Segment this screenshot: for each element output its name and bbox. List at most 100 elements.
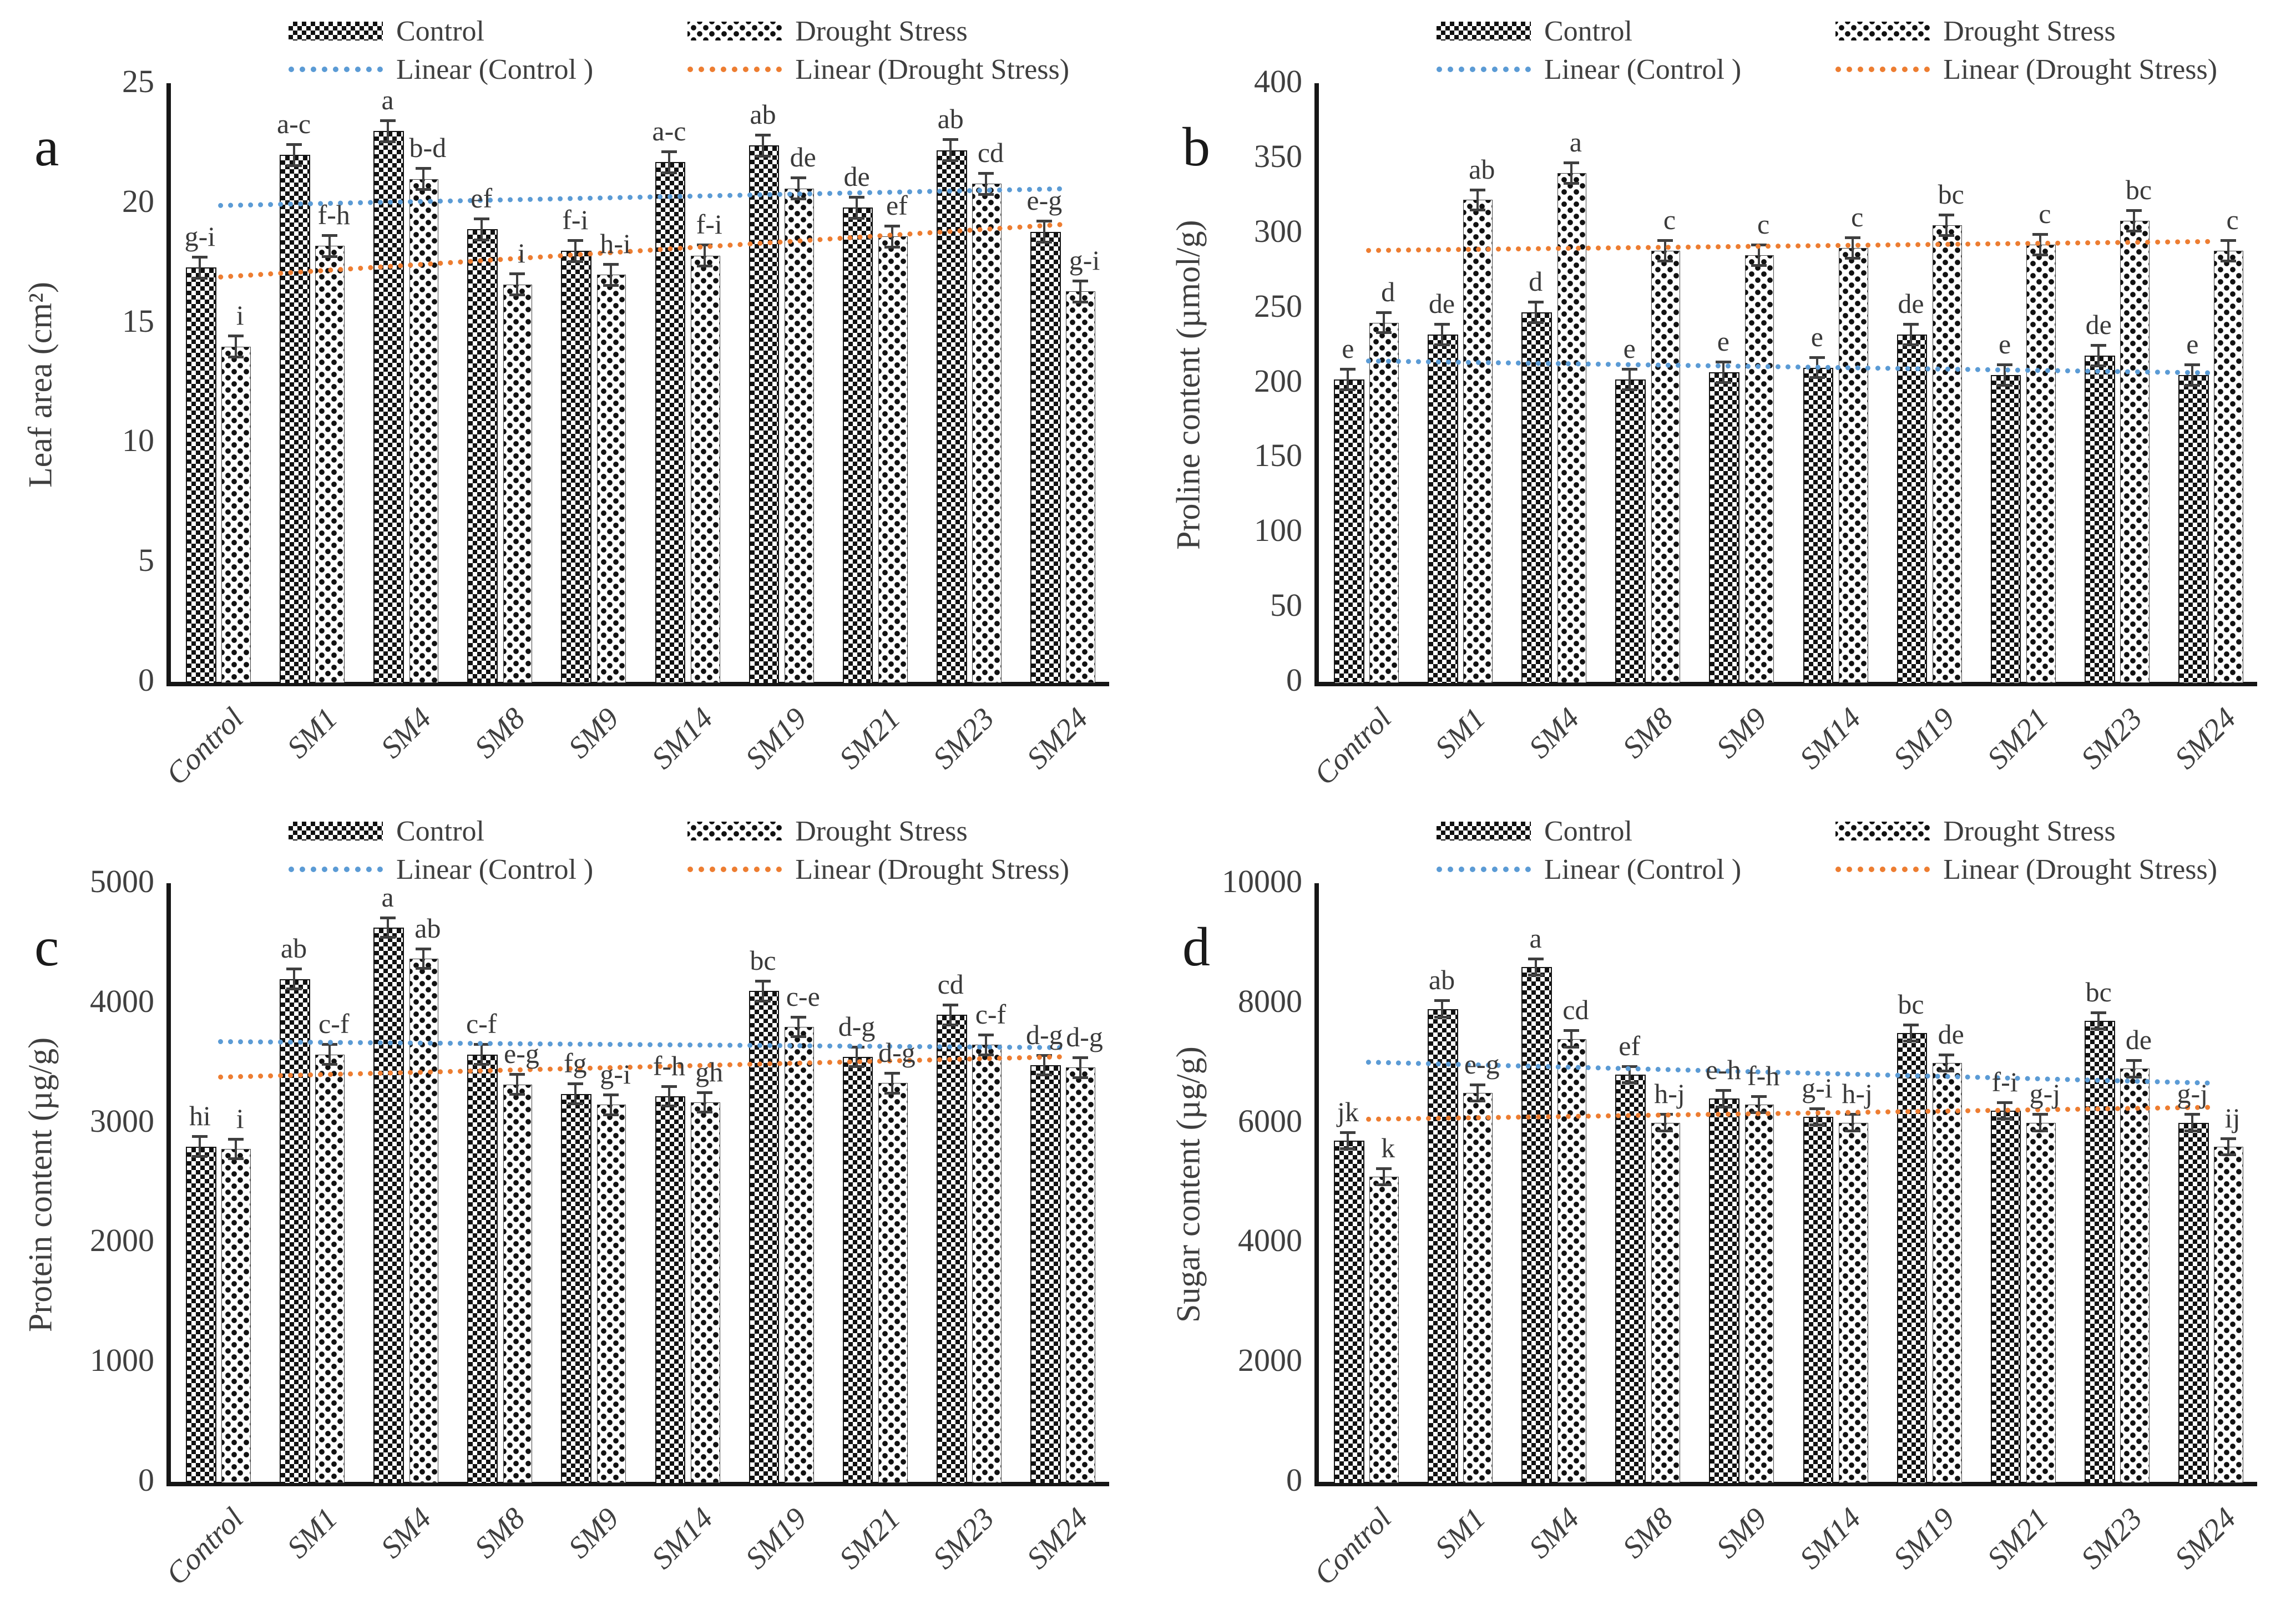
error-bar-cap bbox=[567, 1102, 583, 1106]
x-tick-label: Control bbox=[159, 701, 250, 792]
error-bar-cap bbox=[227, 335, 244, 338]
panel-c: c Control Linear (Control ) Drought Stre… bbox=[0, 800, 1148, 1600]
error-bar-cap bbox=[321, 1043, 337, 1046]
error-bar-cap bbox=[1845, 1113, 1861, 1116]
bar-drought bbox=[2120, 1069, 2150, 1483]
error-bar bbox=[1758, 1096, 1761, 1113]
y-tick-label: 300 bbox=[1254, 212, 1302, 249]
bar-drought bbox=[972, 1045, 1002, 1483]
error-bar-cap bbox=[2184, 383, 2201, 387]
error-bar bbox=[292, 144, 295, 166]
error-bar bbox=[480, 218, 483, 240]
significance-letter: i bbox=[518, 237, 525, 269]
bar-drought bbox=[596, 275, 626, 683]
bar-control bbox=[936, 150, 967, 684]
significance-letter: h-j bbox=[1654, 1078, 1685, 1110]
error-bar bbox=[422, 168, 424, 190]
legend-label: Drought Stress bbox=[1943, 15, 2116, 47]
bar-drought bbox=[221, 346, 251, 683]
x-tick-label: SM1 bbox=[280, 1501, 344, 1565]
error-bar-cap bbox=[1528, 974, 1544, 977]
bar-drought bbox=[221, 1149, 251, 1483]
error-bar-cap bbox=[1845, 256, 1861, 260]
legend-label: Linear (Drought Stress) bbox=[1943, 853, 2218, 885]
error-bar-cap bbox=[2184, 363, 2201, 367]
bar-drought bbox=[409, 179, 439, 683]
error-bar-cap bbox=[1036, 1074, 1053, 1077]
bar-control bbox=[749, 991, 780, 1484]
x-tick-label: SM24 bbox=[2168, 701, 2243, 776]
error-bar bbox=[891, 1073, 894, 1093]
error-bar-cap bbox=[286, 968, 302, 971]
error-bar bbox=[1852, 237, 1854, 259]
error-bar-cap bbox=[849, 216, 865, 220]
error-bar-cap bbox=[661, 171, 677, 174]
error-bar-cap bbox=[884, 1072, 901, 1075]
error-bar bbox=[1722, 1090, 1724, 1107]
error-bar-cap bbox=[1939, 1053, 1955, 1056]
error-bar-cap bbox=[1903, 323, 1919, 326]
error-bar-cap bbox=[2091, 1011, 2107, 1015]
y-tick-label: 4000 bbox=[90, 983, 154, 1019]
panel-letter: b bbox=[1182, 116, 1210, 178]
bar-drought bbox=[1838, 1122, 1868, 1483]
legend-item-linear-control: Linear (Control ) bbox=[1437, 52, 1741, 87]
error-bar bbox=[2039, 1114, 2042, 1131]
legend-label: Drought Stress bbox=[1943, 815, 2116, 847]
error-bar-cap bbox=[415, 947, 431, 950]
error-bar bbox=[2191, 1114, 2194, 1131]
y-tick-label: 2000 bbox=[1238, 1342, 1302, 1379]
error-bar bbox=[292, 969, 295, 989]
error-bar-cap bbox=[755, 133, 771, 136]
x-tick-label: SM8 bbox=[468, 1501, 532, 1565]
error-bar bbox=[199, 256, 201, 279]
error-bar-cap bbox=[509, 272, 525, 276]
panel-letter: d bbox=[1182, 916, 1210, 978]
error-bar-cap bbox=[2184, 1113, 2201, 1116]
error-bar bbox=[480, 1044, 483, 1065]
significance-letter: g-i bbox=[184, 220, 216, 252]
error-bar bbox=[704, 245, 706, 267]
legend: Control Linear (Control ) Drought Stress… bbox=[1437, 10, 2217, 90]
bar-drought bbox=[1066, 1067, 1095, 1483]
bar-drought bbox=[1744, 255, 1774, 683]
bar-control bbox=[373, 927, 404, 1484]
error-bar-cap bbox=[1469, 209, 1485, 212]
significance-letter: de bbox=[790, 141, 816, 173]
error-bar-cap bbox=[1434, 999, 1450, 1002]
control-pattern-swatch-icon bbox=[1437, 822, 1531, 840]
bar-drought bbox=[2214, 251, 2243, 683]
error-bar bbox=[2004, 1102, 2006, 1120]
x-tick-label: SM4 bbox=[374, 1501, 438, 1565]
significance-letter: de bbox=[1428, 288, 1455, 320]
bar-control bbox=[749, 145, 780, 684]
drought-pattern-swatch-icon bbox=[1835, 822, 1930, 840]
bar-control bbox=[1334, 1140, 1364, 1484]
significance-letter: de bbox=[2125, 1024, 2152, 1056]
error-bar-cap bbox=[1715, 381, 1731, 384]
significance-letter: e-h bbox=[1705, 1054, 1741, 1086]
error-bar-cap bbox=[791, 198, 807, 201]
x-tick-label: SM4 bbox=[1522, 701, 1586, 765]
error-bar-cap bbox=[227, 1137, 244, 1141]
legend-label: Control bbox=[396, 15, 484, 47]
significance-letter: de bbox=[2085, 309, 2112, 341]
error-bar-cap bbox=[978, 171, 994, 175]
bar-control bbox=[1521, 312, 1552, 684]
error-bar-cap bbox=[192, 1155, 208, 1158]
significance-letter: e-g bbox=[504, 1038, 539, 1070]
error-bar-cap bbox=[2220, 1153, 2236, 1156]
error-bar bbox=[328, 1044, 331, 1065]
significance-letter: c bbox=[2039, 198, 2051, 230]
significance-letter: ef bbox=[471, 182, 493, 214]
bar-drought bbox=[409, 958, 439, 1483]
bar-control bbox=[280, 979, 310, 1484]
error-bar-cap bbox=[1072, 1076, 1088, 1079]
y-tick-label: 3000 bbox=[90, 1102, 154, 1139]
control-pattern-swatch-icon bbox=[289, 22, 383, 40]
significance-letter: d bbox=[1381, 276, 1395, 307]
bar-control bbox=[655, 1096, 686, 1484]
significance-letter: fg bbox=[563, 1047, 587, 1079]
error-bar-cap bbox=[1563, 1029, 1579, 1032]
significance-letter: c-f bbox=[975, 998, 1007, 1030]
